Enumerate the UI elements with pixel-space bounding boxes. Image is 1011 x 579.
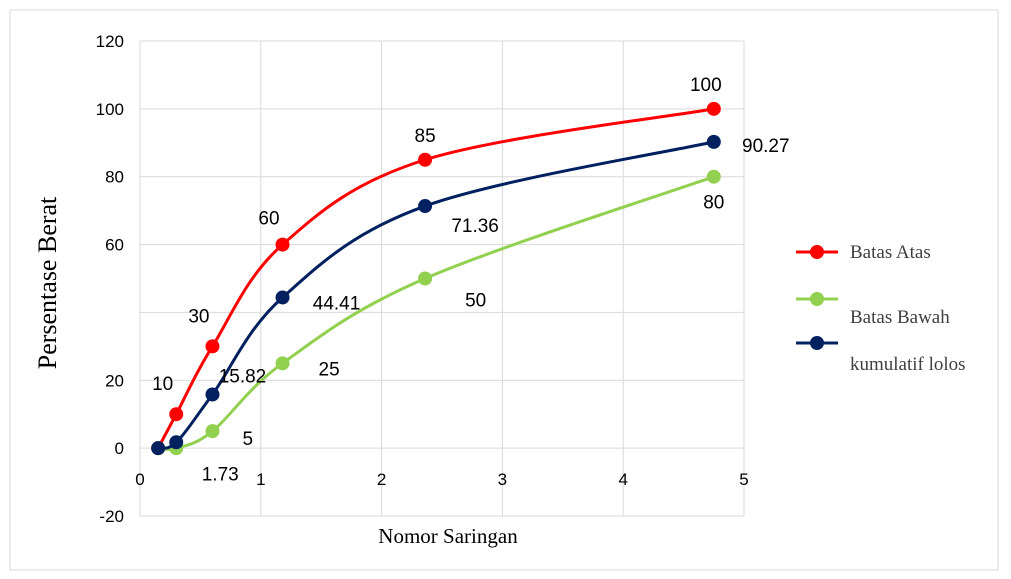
data-point-batas-atas xyxy=(418,152,433,167)
y-tick-label: 80 xyxy=(105,168,124,187)
y-tick-label: 60 xyxy=(105,236,124,255)
data-label-kumulatif-lolos: 71.36 xyxy=(451,216,499,237)
data-point-kumulatif-lolos xyxy=(706,134,721,149)
data-label-kumulatif-lolos: 1.73 xyxy=(202,464,239,485)
data-point-kumulatif-lolos xyxy=(275,290,290,305)
grid xyxy=(139,40,745,517)
data-label-batas-bawah: 50 xyxy=(465,291,486,312)
data-point-kumulatif-lolos xyxy=(151,441,166,456)
y-tick-label: 100 xyxy=(96,100,124,119)
x-tick-label: 4 xyxy=(618,470,627,489)
legend-label-batas-bawah: Batas Bawah xyxy=(850,307,950,328)
tick-labels: -20 0 20 60 80 100 120 0 1 2 3 4 5 xyxy=(96,32,749,526)
data-label-kumulatif-lolos: 15.82 xyxy=(219,366,267,387)
y-tick-label: 120 xyxy=(96,32,124,51)
legend-marker-kumulatif-lolos xyxy=(810,336,824,350)
y-tick-label: -20 xyxy=(99,507,124,526)
x-tick-label: 3 xyxy=(498,470,507,489)
data-point-batas-bawah xyxy=(706,169,721,184)
legend-marker-batas-bawah xyxy=(810,292,824,306)
chart-border xyxy=(9,9,999,571)
data-point-batas-atas xyxy=(275,237,290,252)
data-point-batas-atas xyxy=(169,407,184,422)
y-tick-label: 0 xyxy=(115,439,124,458)
x-tick-label: 2 xyxy=(377,470,386,489)
legend-marker-batas-atas xyxy=(810,245,824,259)
data-point-batas-atas xyxy=(706,101,721,116)
data-label-batas-atas: 60 xyxy=(258,209,279,230)
legend-label-batas-atas: Batas Atas xyxy=(850,242,931,263)
legend: Batas Atas Batas Bawah kumulatif lolos xyxy=(796,242,966,375)
data-label-kumulatif-lolos: 90.27 xyxy=(742,136,790,157)
data-label-batas-bawah: 80 xyxy=(703,193,724,214)
data-label-batas-atas: 30 xyxy=(188,306,209,327)
x-tick-label: 1 xyxy=(256,470,265,489)
series-group xyxy=(151,101,721,456)
legend-label-kumulatif-lolos: kumulatif lolos xyxy=(850,354,966,375)
data-label-batas-atas: 100 xyxy=(690,75,722,96)
data-label-batas-atas: 85 xyxy=(415,126,436,147)
data-point-batas-bawah xyxy=(205,424,220,439)
data-point-kumulatif-lolos xyxy=(169,435,184,450)
data-point-batas-bawah xyxy=(418,271,433,286)
x-axis-title: Nomor Saringan xyxy=(378,524,518,548)
data-point-batas-atas xyxy=(205,339,220,354)
data-label-batas-bawah: 5 xyxy=(242,429,253,450)
data-labels: 10 30 60 85 100 5 25 50 80 1.73 15.82 44.41 71.36 90.… xyxy=(152,75,789,485)
x-tick-label: 5 xyxy=(739,470,748,489)
data-point-kumulatif-lolos xyxy=(205,387,220,402)
data-point-batas-bawah xyxy=(275,356,290,371)
y-axis-title: Persentase Berat xyxy=(33,196,62,369)
data-label-batas-atas: 10 xyxy=(152,374,173,395)
data-label-kumulatif-lolos: 44.41 xyxy=(313,293,361,314)
data-point-kumulatif-lolos xyxy=(418,199,433,214)
data-label-batas-bawah: 25 xyxy=(319,359,340,380)
x-tick-label: 0 xyxy=(135,470,144,489)
y-tick-label: 20 xyxy=(105,371,124,390)
